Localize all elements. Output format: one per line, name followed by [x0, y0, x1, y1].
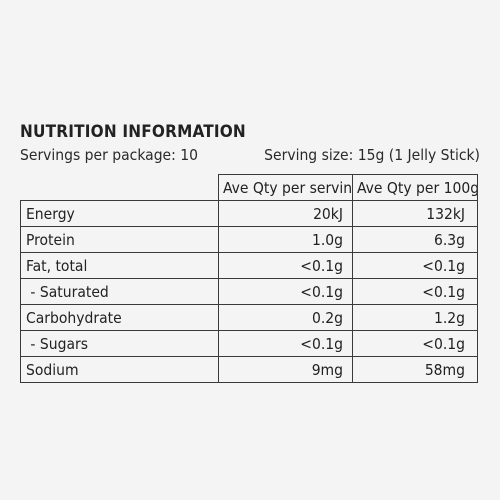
per-serving-value: <0.1g: [218, 278, 353, 305]
per-100g-value: 132kJ: [352, 200, 478, 227]
table-row: Sodium 9mg 58mg: [20, 356, 478, 383]
nutrition-panel: NUTRITION INFORMATION Servings per packa…: [20, 122, 480, 383]
column-header-per-100g: Ave Qty per 100g: [352, 174, 478, 201]
table-row: Carbohydrate 0.2g 1.2g: [20, 304, 478, 331]
per-serving-value: <0.1g: [218, 252, 353, 279]
row-label: Carbohydrate: [20, 304, 219, 331]
per-serving-value: 0.2g: [218, 304, 353, 331]
table-row: - Sugars <0.1g <0.1g: [20, 330, 478, 357]
per-100g-value: 1.2g: [352, 304, 478, 331]
row-label: Protein: [20, 226, 219, 253]
per-100g-value: <0.1g: [352, 278, 478, 305]
row-label: - Saturated: [20, 278, 219, 305]
serving-info: Servings per package: 10 Serving size: 1…: [20, 144, 480, 166]
per-100g-value: 6.3g: [352, 226, 478, 253]
row-label: - Sugars: [20, 330, 219, 357]
table-row: Energy 20kJ 132kJ: [20, 200, 478, 227]
row-label: Fat, total: [20, 252, 219, 279]
servings-per-package: Servings per package: 10: [20, 146, 198, 164]
per-100g-value: 58mg: [352, 356, 478, 383]
header-blank-cell: [20, 174, 219, 201]
per-100g-value: <0.1g: [352, 330, 478, 357]
per-serving-value: <0.1g: [218, 330, 353, 357]
per-serving-value: 20kJ: [218, 200, 353, 227]
nutrition-table: Ave Qty per serving Ave Qty per 100g Ene…: [20, 174, 478, 383]
serving-size: Serving size: 15g (1 Jelly Stick): [264, 146, 480, 164]
table-header-row: Ave Qty per serving Ave Qty per 100g: [20, 174, 478, 201]
panel-title: NUTRITION INFORMATION: [20, 122, 246, 142]
table-row: Protein 1.0g 6.3g: [20, 226, 478, 253]
row-label: Energy: [20, 200, 219, 227]
table-row: - Saturated <0.1g <0.1g: [20, 278, 478, 305]
row-label: Sodium: [20, 356, 219, 383]
per-100g-value: <0.1g: [352, 252, 478, 279]
table-row: Fat, total <0.1g <0.1g: [20, 252, 478, 279]
per-serving-value: 9mg: [218, 356, 353, 383]
per-serving-value: 1.0g: [218, 226, 353, 253]
column-header-per-serving: Ave Qty per serving: [218, 174, 353, 201]
